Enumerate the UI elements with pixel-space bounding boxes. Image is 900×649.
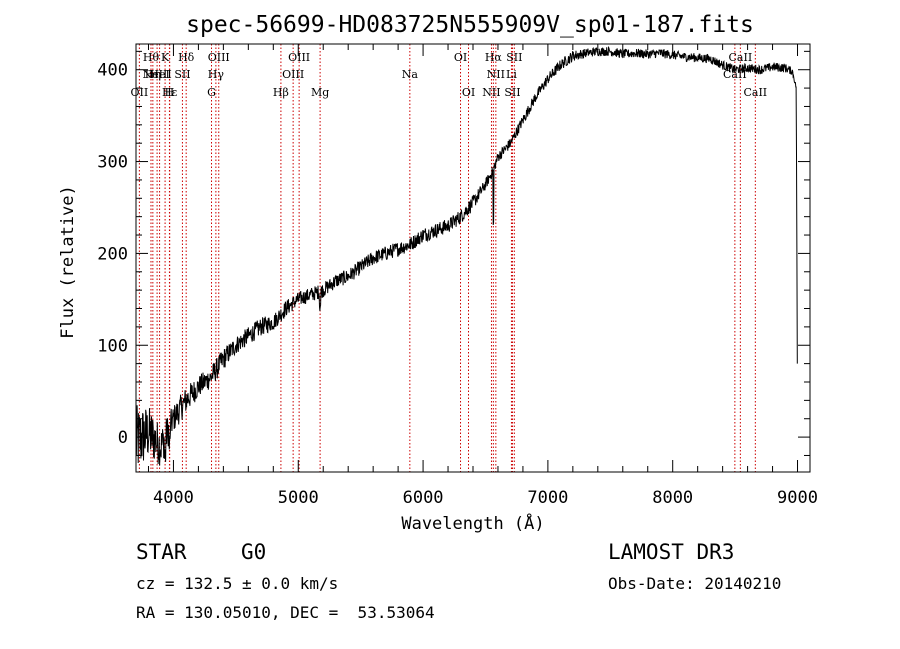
x-axis-label: Wavelength (Å) [401,512,544,534]
spectral-line-label: OI [454,51,467,64]
spectral-line-label: H [165,86,175,99]
spectral-line-label: Hη [145,68,161,81]
spectral-line-label: NII [482,86,500,99]
spectral-line-label: Hε [162,86,178,99]
spectral-line-label: OIII [282,68,304,81]
x-axis: 4000 5000 6000 7000 8000 9000 [147,44,818,508]
spectral-line-label: Mg [311,86,329,99]
y-tick-label: 0 [118,428,128,448]
survey-name: LAMOST DR3 [608,540,735,564]
x-tick-label: 8000 [652,488,693,508]
spectral-line-label: OI [462,86,475,99]
y-tick-label: 300 [97,153,128,173]
y-tick-label: 400 [97,61,128,81]
flux-line [135,45,798,466]
ra-dec-coordinates: RA = 130.05010, DEC = 53.53064 [136,603,435,622]
spectral-line-label: CaII [723,68,747,81]
y-tick-label: 100 [97,336,128,356]
spectral-line-label: SII [174,68,190,81]
spectral-line-label: Na [402,68,419,81]
spectral-line-label: K [161,51,170,64]
x-tick-label: 4000 [153,488,194,508]
spectral-line-label: OIII [288,51,310,64]
x-tick-label: 7000 [527,488,568,508]
flux-series [135,45,798,466]
spectral-line-label: G [207,86,216,99]
spectral-line-label: CaII [743,86,767,99]
y-axis: 0 100 200 300 400 [97,50,810,456]
x-tick-label: 9000 [777,488,818,508]
y-axis-label: Flux (relative) [58,185,78,339]
object-class: STAR [136,540,187,564]
spectral-line-label: SII [504,86,520,99]
spectral-line-markers [138,44,756,472]
x-tick-label: 5000 [278,488,319,508]
spectral-line-label: Li [506,68,517,81]
spectral-line-label: SII [506,51,522,64]
spectral-line-label: OII [131,86,149,99]
redshift-velocity: cz = 132.5 ± 0.0 km/s [136,574,339,593]
object-subclass: G0 [241,540,267,564]
spectral-line-label: NeIII [143,68,172,81]
spectral-line-label: Hδ [178,51,195,64]
spectral-line-label: Hα [485,51,503,64]
spectral-line-label: HeI [149,68,169,81]
plot-frame [135,43,811,473]
spectral-line-label: OIII [208,51,230,64]
spectral-line-label: Hγ [208,68,225,81]
x-tick-label: 6000 [403,488,444,508]
observation-date: Obs-Date: 20140210 [608,574,782,593]
spectral-line-label: Hθ [143,51,160,64]
spectral-line-label: CaII [729,51,753,64]
y-tick-label: 200 [97,244,128,264]
spectral-line-label: NII [487,68,505,81]
chart-title: spec-56699-HD083725N555909V_sp01-187.fit… [186,12,754,38]
spectral-line-label: Hβ [273,86,289,99]
